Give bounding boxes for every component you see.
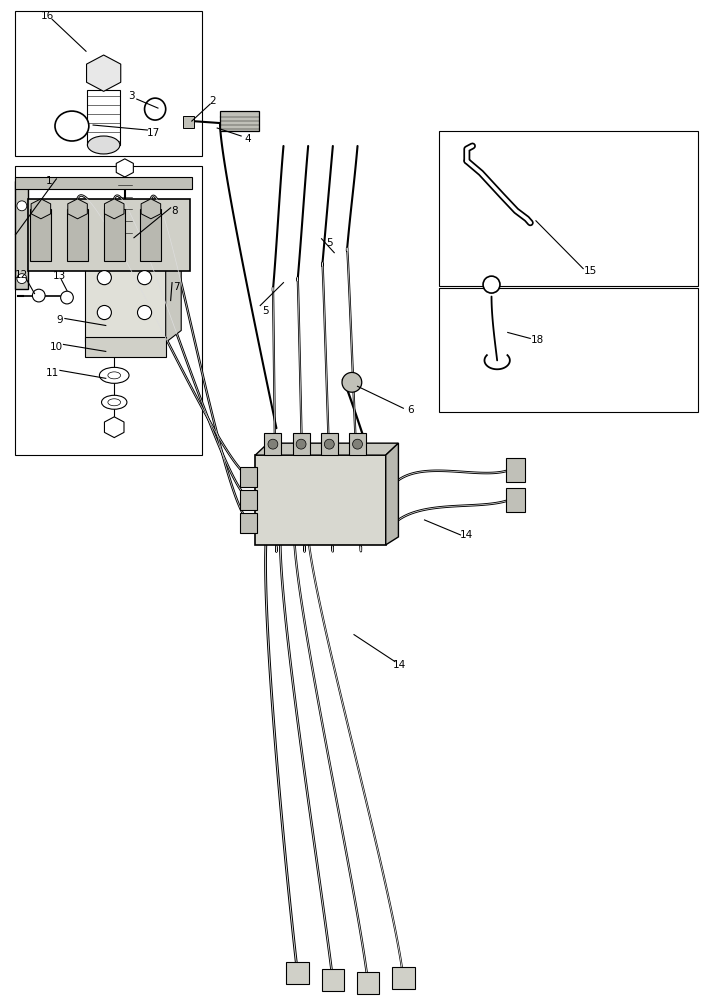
Polygon shape — [256, 443, 399, 455]
Bar — [16, 181, 28, 289]
Text: 7: 7 — [173, 282, 180, 292]
Bar — [439, 288, 698, 412]
Circle shape — [137, 271, 152, 285]
Polygon shape — [141, 199, 161, 219]
Text: 14: 14 — [460, 530, 474, 540]
Text: 4: 4 — [245, 134, 251, 144]
Ellipse shape — [55, 111, 88, 141]
Ellipse shape — [108, 372, 120, 379]
Text: 14: 14 — [393, 660, 406, 670]
Text: 5: 5 — [326, 238, 333, 248]
Text: 17: 17 — [147, 128, 159, 138]
Bar — [256, 455, 386, 545]
Circle shape — [137, 305, 152, 320]
Polygon shape — [105, 417, 124, 438]
Bar — [392, 967, 415, 989]
Circle shape — [268, 439, 278, 449]
Circle shape — [97, 305, 111, 320]
Text: 9: 9 — [56, 315, 62, 325]
Bar — [506, 488, 525, 512]
Text: 18: 18 — [531, 335, 544, 345]
Bar — [140, 209, 161, 261]
Polygon shape — [84, 238, 181, 253]
Polygon shape — [68, 199, 87, 219]
Text: 8: 8 — [171, 206, 178, 216]
Text: 15: 15 — [583, 266, 597, 276]
Bar — [264, 433, 281, 455]
Text: 13: 13 — [52, 271, 66, 281]
Bar — [16, 166, 202, 455]
Circle shape — [33, 289, 45, 302]
Text: 12: 12 — [14, 270, 28, 280]
Circle shape — [296, 439, 306, 449]
Bar — [220, 111, 259, 131]
Ellipse shape — [87, 136, 120, 154]
Bar — [16, 177, 192, 189]
Bar — [321, 433, 338, 455]
Bar — [87, 90, 120, 145]
Ellipse shape — [144, 98, 166, 120]
Bar — [240, 467, 257, 487]
Circle shape — [324, 439, 334, 449]
Text: 1: 1 — [46, 176, 52, 186]
Text: 3: 3 — [129, 91, 135, 101]
Circle shape — [353, 439, 362, 449]
Polygon shape — [31, 199, 51, 219]
Bar — [16, 11, 202, 156]
Bar — [286, 962, 309, 984]
Bar — [349, 433, 366, 455]
Polygon shape — [116, 159, 133, 177]
Polygon shape — [166, 238, 181, 342]
Polygon shape — [105, 199, 124, 219]
Bar — [439, 131, 698, 286]
Ellipse shape — [99, 367, 129, 383]
Bar — [357, 972, 379, 994]
Circle shape — [17, 201, 27, 211]
Bar — [30, 209, 52, 261]
Polygon shape — [386, 443, 399, 545]
Text: 11: 11 — [46, 368, 59, 378]
Circle shape — [17, 274, 27, 284]
Circle shape — [342, 372, 362, 392]
Bar — [84, 253, 166, 342]
Bar — [240, 490, 257, 510]
Bar — [103, 209, 125, 261]
Circle shape — [483, 276, 500, 293]
Bar — [292, 433, 309, 455]
Circle shape — [61, 291, 74, 304]
Polygon shape — [86, 55, 121, 91]
Bar — [183, 116, 194, 128]
Bar — [84, 337, 166, 357]
Ellipse shape — [101, 395, 127, 409]
Text: 16: 16 — [40, 11, 54, 21]
Bar — [506, 458, 525, 482]
Bar — [67, 209, 88, 261]
Circle shape — [97, 271, 111, 285]
Ellipse shape — [108, 399, 120, 406]
Bar — [321, 969, 344, 991]
Text: 2: 2 — [210, 96, 216, 106]
Text: 5: 5 — [263, 306, 269, 316]
Bar — [28, 199, 190, 271]
Bar — [240, 513, 257, 533]
Text: 6: 6 — [407, 405, 413, 415]
Text: 10: 10 — [50, 342, 63, 352]
